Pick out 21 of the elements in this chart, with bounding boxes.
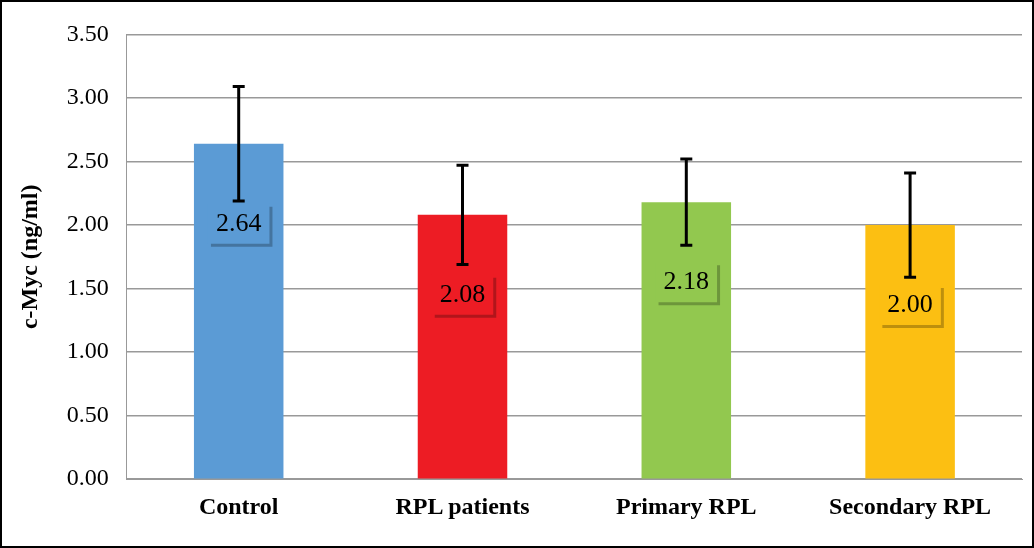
x-tick-label: RPL patients [395, 492, 530, 519]
bar [865, 225, 955, 479]
x-tick-label: Primary RPL [615, 492, 757, 519]
data-label: 2.08 [439, 278, 486, 308]
bar [641, 202, 732, 479]
data-label: 2.64 [215, 207, 262, 237]
y-tick-label: 0.00 [66, 464, 109, 491]
data-label: 2.18 [663, 265, 710, 295]
y-tick-label: 0.50 [66, 400, 109, 427]
y-tick-label: 1.00 [66, 337, 109, 364]
y-axis-title: c-Myc (ng/ml) [15, 184, 42, 330]
y-tick-label: 3.00 [66, 83, 109, 110]
x-tick-label: Control [198, 492, 279, 519]
y-tick-label: 2.50 [66, 146, 109, 173]
y-tick-label: 2.00 [66, 210, 109, 237]
x-tick-label: Secondary RPL [829, 492, 992, 519]
y-tick-label: 1.50 [66, 273, 109, 300]
data-label: 2.00 [887, 288, 933, 318]
bar [193, 143, 284, 479]
y-tick-label: 3.50 [66, 19, 109, 46]
bar [417, 214, 508, 479]
